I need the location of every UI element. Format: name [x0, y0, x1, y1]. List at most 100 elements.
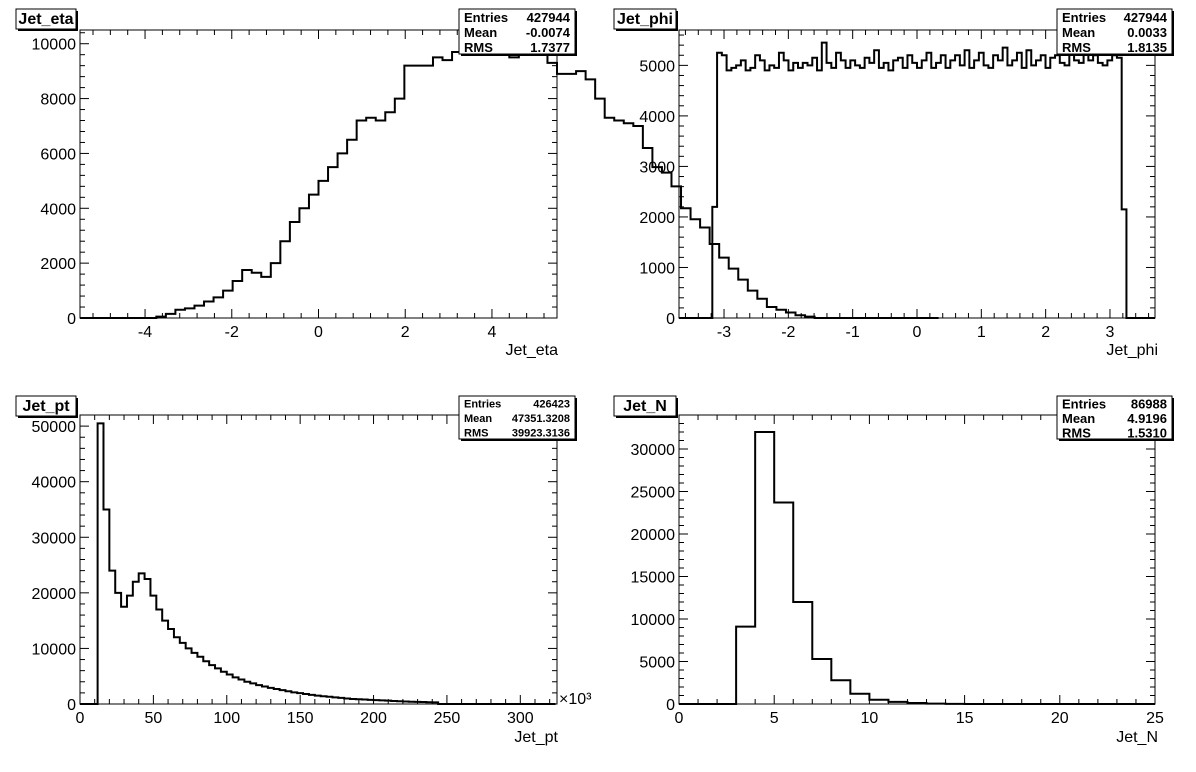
x-tick-label: 15: [956, 710, 974, 727]
y-tick-label: 2000: [639, 210, 675, 227]
stats-label: RMS: [1062, 40, 1091, 55]
stats-value: -0.0074: [526, 25, 571, 40]
stats-label: Entries: [1062, 397, 1106, 412]
histogram-title: Jet_eta: [18, 11, 73, 28]
title-box: [613, 8, 677, 30]
histogram-title: Jet_phi: [617, 11, 673, 28]
histogram-line: [679, 41, 1155, 319]
stats-label: Entries: [464, 399, 501, 411]
x-axis-title: Jet_pt: [514, 729, 558, 746]
x-tick-label: 2: [1041, 324, 1050, 341]
x-axis-title: Jet_N: [1116, 729, 1158, 746]
stats-box: [458, 395, 576, 440]
plot-frame: [79, 414, 558, 705]
chart-panel-jet-n: 0 5 10 15 20 25 0 5000 10000 15000 20000 25000 30000…: [613, 395, 1174, 746]
x-tick-label: 4: [488, 324, 497, 341]
plot-frame: [79, 29, 558, 319]
stats-box: [1056, 8, 1173, 55]
title-box: [15, 395, 77, 417]
x-axis-title: Jet_eta: [506, 342, 559, 359]
y-tick-label: 40000: [32, 475, 77, 492]
y-tick-label: 50000: [32, 419, 77, 436]
x-tick-label: 50: [144, 710, 162, 727]
title-box: [613, 395, 677, 417]
y-tick-label: 10000: [631, 612, 676, 629]
stats-value: 1.5310: [1127, 425, 1167, 440]
stats-value: 47351.3208: [512, 413, 570, 425]
x-axis-title: Jet_phi: [1106, 342, 1158, 359]
chart-panel-jet-phi: -3 -2 -1 0 1 2 3 0 1000 2000 3000 4000 5000 Jet_phi Je…: [613, 8, 1174, 359]
y-tick-label: 20000: [631, 527, 676, 544]
chart-panel-jet-eta: -4 -2 0 2 40200040006000800010000Jet_etaJet_…: [15, 8, 939, 359]
y-tick-label: 4000: [639, 109, 675, 126]
stats-label: RMS: [1062, 425, 1091, 440]
stats-value: 427944: [1124, 10, 1168, 25]
y-tick-label: 5000: [639, 58, 675, 75]
y-tick-label: 4000: [40, 201, 76, 218]
x-tick-label: 2: [401, 324, 410, 341]
y-tick-label: 8000: [40, 92, 76, 109]
title-box: [15, 8, 77, 30]
histogram-title: Jet_N: [623, 398, 667, 415]
x-axis-exponent: ×10³: [559, 691, 592, 708]
stats-box: [458, 8, 576, 55]
y-tick-label: 30000: [631, 442, 676, 459]
stats-label: Mean: [464, 413, 492, 425]
x-tick-label: 100: [213, 710, 240, 727]
x-tick-label: -1: [846, 324, 860, 341]
x-tick-label: 3: [1106, 324, 1115, 341]
stats-value: 1.7377: [530, 40, 570, 55]
stats-box: [1056, 395, 1173, 440]
stats-value: 39923.3136: [512, 427, 570, 439]
x-tick-label: 20: [1051, 710, 1069, 727]
y-tick-label: 15000: [631, 570, 676, 587]
y-tick-label: 30000: [32, 530, 77, 547]
y-tick-label: 20000: [32, 586, 77, 603]
stats-label: RMS: [464, 427, 488, 439]
stats-value: 86988: [1131, 397, 1167, 412]
stats-label: Entries: [1062, 10, 1106, 25]
y-tick-label: 5000: [639, 655, 675, 672]
x-tick-label: 300: [507, 710, 534, 727]
y-tick-label: 25000: [631, 485, 676, 502]
histogram-line: [80, 39, 939, 319]
x-tick-label: 0: [76, 710, 85, 727]
stats-label: RMS: [464, 40, 493, 55]
x-tick-label: 10: [861, 710, 879, 727]
histogram-line: [679, 431, 1155, 705]
stats-value: 4.9196: [1127, 411, 1167, 426]
histogram-title: Jet_pt: [22, 398, 70, 415]
stats-value: 0.0033: [1127, 25, 1167, 40]
stats-label: Mean: [464, 25, 497, 40]
y-tick-label: 0: [666, 311, 675, 328]
chart-panel-jet-pt: 0 50 100 150 200 250 300 0 10000 20000 30000 40000 5…: [15, 395, 592, 746]
y-tick-label: 6000: [40, 146, 76, 163]
y-tick-label: 0: [666, 697, 675, 714]
y-tick-label: 0: [67, 697, 76, 714]
stats-value: 427944: [527, 10, 571, 25]
x-tick-label: 250: [434, 710, 461, 727]
histogram-line: [80, 422, 556, 705]
x-tick-label: 150: [287, 710, 314, 727]
plot-frame: [678, 414, 1156, 705]
y-tick-label: 3000: [639, 159, 675, 176]
x-tick-label: 25: [1146, 710, 1164, 727]
y-tick-label: 0: [67, 311, 76, 328]
x-tick-label: 1: [977, 324, 986, 341]
stats-value: 1.8135: [1127, 40, 1167, 55]
stats-label: Entries: [464, 10, 508, 25]
x-tick-label: 0: [675, 710, 684, 727]
x-tick-label: 5: [770, 710, 779, 727]
x-tick-label: -2: [225, 324, 239, 341]
y-tick-label: 10000: [32, 37, 77, 54]
x-tick-label: -2: [781, 324, 795, 341]
y-tick-label: 1000: [639, 260, 675, 277]
stats-label: Mean: [1062, 411, 1095, 426]
x-tick-label: 0: [314, 324, 323, 341]
plot-frame: [678, 29, 1156, 319]
stats-value: 426423: [533, 399, 570, 411]
x-tick-label: 0: [913, 324, 922, 341]
stats-label: Mean: [1062, 25, 1095, 40]
x-tick-label: 200: [360, 710, 387, 727]
